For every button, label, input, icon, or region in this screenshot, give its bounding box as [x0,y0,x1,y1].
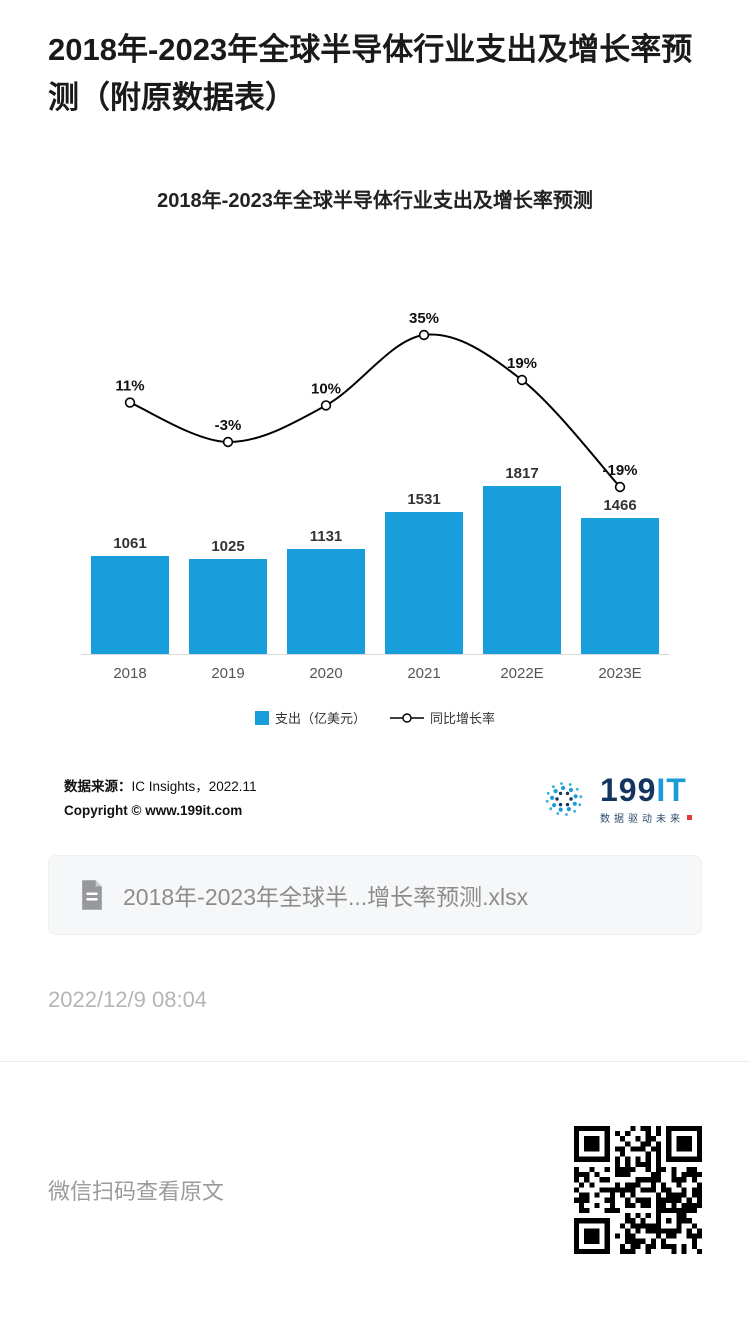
bar-value-label-2019: 1025 [211,538,245,556]
source-label: 数据来源： [64,778,132,794]
x-axis-label-2021: 2021 [407,665,441,683]
bar-slot-2021: 1531 [375,465,473,655]
growth-label-2019: -3% [215,417,242,434]
attachment-card[interactable]: 2018年-2023年全球半...增长率预测.xlsx [48,855,702,936]
line-swatch-icon [390,712,424,723]
legend-spending-label: 支出（亿美元） [274,711,366,727]
document-icon [82,880,102,910]
source-value: IC Insights，2022.11 [131,778,257,794]
bar-swatch-icon [254,710,269,725]
line-marker-2018 [124,397,136,408]
bar-value-label-2022E: 1817 [505,465,539,483]
x-axis-label-2023E: 2023E [598,665,642,683]
line-marker-2022E [516,374,528,386]
chart-title: 2018年-2023年全球半导体行业支出及增长率预测 [157,190,593,213]
scan-hint-text: 微信扫码查看原文 [48,1179,225,1205]
source-text: 数据来源：IC Insights，2022.11 Copyright © www… [64,775,257,824]
qr-code [574,1126,702,1255]
growth-label-2021: 35% [409,310,439,327]
data-source-line: 数据来源：IC Insights，2022.11 [64,775,257,799]
growth-label-2020: 10% [311,380,341,397]
line-marker-2021 [418,329,430,341]
logo-it: IT [656,771,687,808]
line-marker-2020 [320,400,332,411]
logo-199it: 199IT 数据驱动未来 [536,771,692,827]
bar-slot-2020: 1131 [277,465,375,655]
x-axis-labels: 2018 2019 2020 2021 2022E 2023E [81,665,669,682]
x-axis-label-2020: 2020 [309,665,343,683]
logo-199: 199 [600,771,657,808]
article-page: 2018年-2023年全球半导体行业支出及增长率预测（附原数据表） 2018年-… [0,0,750,1254]
footer: 微信扫码查看原文 [48,1126,702,1255]
bar-value-label-2018: 1061 [113,535,147,553]
logo-wordmark: 199IT [600,774,692,806]
legend-item-growth: 同比增长率 [390,708,495,727]
copyright-text: Copyright © www.199it.com [64,803,243,819]
timestamp: 2022/12/9 08:04 [48,987,208,1013]
source-row: 数据来源：IC Insights，2022.11 Copyright © www… [64,771,692,827]
attachment-filename: 2018年-2023年全球半...增长率预测.xlsx [123,884,529,911]
line-marker-2019 [222,436,234,448]
bar-2020 [287,549,365,655]
x-axis-label-2019: 2019 [211,665,245,683]
growth-label-2018: 11% [115,378,144,395]
x-axis-label-2018: 2018 [113,665,147,683]
bar-slot-2022E: 1817 [473,465,571,655]
bar-slot-2019: 1025 [179,465,277,655]
logo-text-col: 199IT 数据驱动未来 [600,774,692,825]
chart-section: 2018年-2023年全球半导体行业支出及增长率预测 1061 1025 1131 1… [0,184,750,827]
bar-value-label-2020: 1131 [309,528,343,546]
chart-legend: 支出（亿美元） 同比增长率 [0,708,750,727]
bar-slot-2023E: 1466 [571,465,669,655]
legend-item-spending: 支出（亿美元） [254,708,366,727]
bar-2022E [483,486,561,655]
legend-growth-label: 同比增长率 [430,711,496,727]
x-axis-label-2022E: 2022E [500,665,544,683]
divider [0,1061,750,1063]
logo-tagline: 数据驱动未来 [600,810,692,825]
growth-label-2022E: 19% [507,355,537,372]
bar-2023E [581,518,659,655]
bar-value-label-2021: 1531 [407,491,441,509]
bar-value-label-2023E: 1466 [603,497,637,515]
copyright-line: Copyright © www.199it.com [64,799,257,823]
bar-slot-2018: 1061 [81,465,179,655]
chart-plot: 1061 1025 1131 1531 1817 1466 11% -3% 10% 35% 19%… [81,275,669,656]
article-title: 2018年-2023年全球半导体行业支出及增长率预测（附原数据表） [48,32,693,116]
bar-2019 [189,559,267,655]
logo-dots-icon [545,782,583,816]
bar-2018 [91,556,169,655]
bar-2021 [385,512,463,655]
bar-series-group: 1061 1025 1131 1531 1817 1466 [81,465,669,655]
